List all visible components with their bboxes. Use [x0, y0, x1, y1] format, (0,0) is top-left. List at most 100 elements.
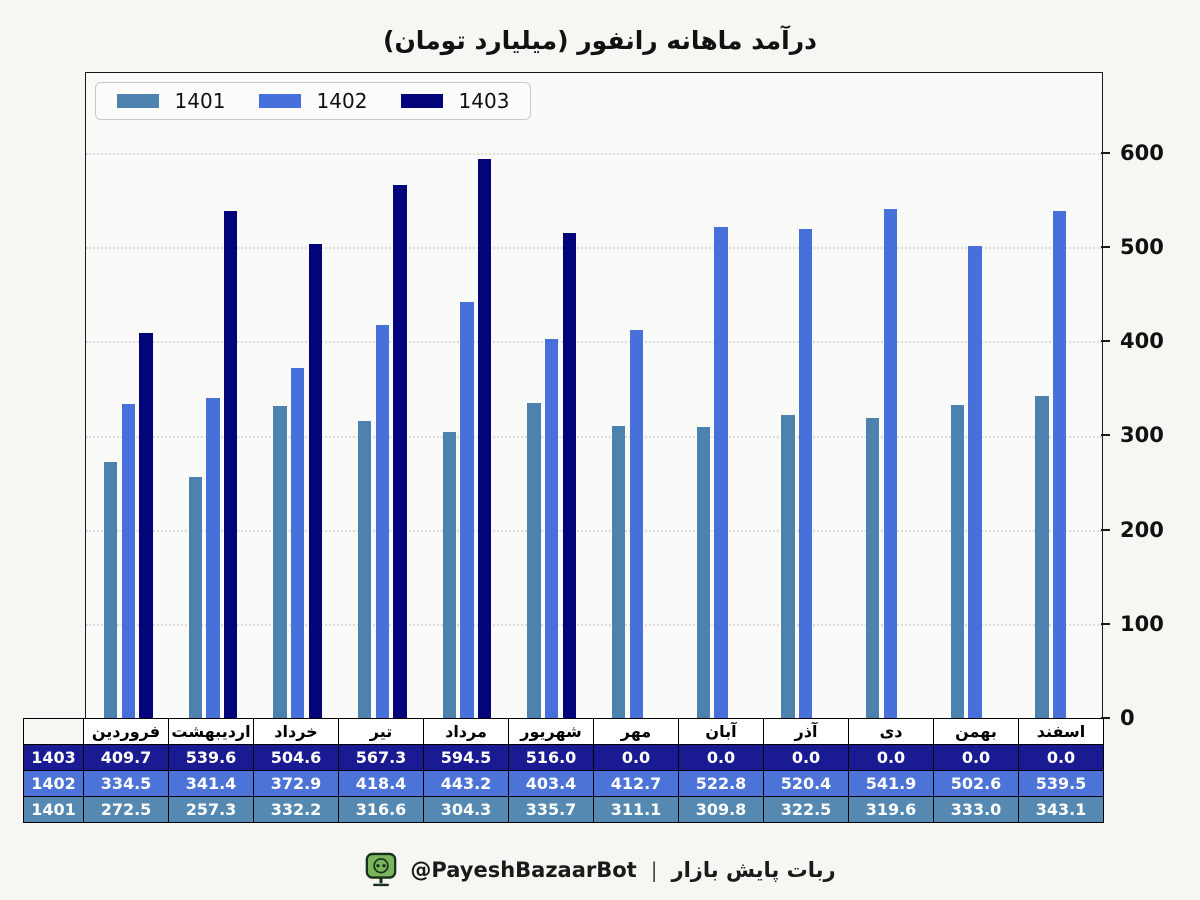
data-table: فروردین اردیبهشت خرداد تیر مرداد شهریور مهر آبا… — [23, 718, 1104, 823]
table-value-1403-خرداد: 504.6 — [253, 744, 339, 771]
table-month-header: اردیبهشت — [168, 718, 254, 745]
table-value-1402-تیر: 418.4 — [338, 770, 424, 797]
table-month-header: اسفند — [1018, 718, 1104, 745]
y-tick-label-200: 200 — [1120, 517, 1164, 542]
table-value-1401-آذر: 322.5 — [763, 796, 849, 823]
bar-1401-مرداد — [442, 432, 457, 719]
bar-1403-خرداد — [308, 243, 323, 719]
table-value-1402-آبان: 522.8 — [678, 770, 764, 797]
table-value-1401-آبان: 309.8 — [678, 796, 764, 823]
table-value-1401-اردیبهشت: 257.3 — [168, 796, 254, 823]
legend-label-1403: 1403 — [458, 89, 510, 113]
bar-1402-فروردین — [121, 404, 136, 719]
table-row-label-1402: 1402 — [23, 770, 84, 797]
legend-label-1401: 1401 — [174, 89, 226, 113]
table-value-1403-اسفند: 0.0 — [1018, 744, 1104, 771]
bar-1402-مرداد — [460, 301, 474, 719]
table-value-1401-مهر: 311.1 — [593, 796, 679, 823]
table-value-1402-دی: 541.9 — [848, 770, 934, 797]
table-month-header: تیر — [338, 718, 424, 745]
table-value-1403-دی: 0.0 — [848, 744, 934, 771]
bar-1402-آبان — [714, 226, 728, 719]
y-tick-mark-0 — [1101, 717, 1110, 719]
bar-1403-شهریور — [562, 233, 577, 719]
y-tick-mark-500 — [1101, 246, 1110, 249]
y-axis: 0 100 200 300 400 500 600 — [1101, 72, 1200, 730]
bar-1402-شهریور — [544, 339, 559, 719]
table-value-1403-تیر: 567.3 — [338, 744, 424, 771]
y-tick-label-500: 500 — [1120, 235, 1164, 260]
y-tick-label-600: 600 — [1120, 140, 1164, 165]
table-value-1401-شهریور: 335.7 — [508, 796, 594, 823]
table-value-1402-اردیبهشت: 341.4 — [168, 770, 254, 797]
table-row-label-1403: 1403 — [23, 744, 84, 771]
table-value-1401-دی: 319.6 — [848, 796, 934, 823]
bar-1402-دی — [883, 208, 898, 719]
table-month-header: بهمن — [933, 718, 1019, 745]
bar-1403-فروردین — [139, 333, 153, 719]
table-month-header: دی — [848, 718, 934, 745]
bot-monitor-icon — [366, 852, 397, 887]
table-value-1402-مرداد: 443.2 — [423, 770, 509, 797]
footer-handle: @PayeshBazaarBot — [410, 858, 637, 882]
bar-1402-اسفند — [1052, 210, 1067, 719]
bar-1401-دی — [865, 418, 880, 719]
y-tick-label-400: 400 — [1120, 329, 1164, 354]
table-value-1401-خرداد: 332.2 — [253, 796, 339, 823]
y-tick-mark-300 — [1101, 434, 1110, 437]
gridline-400 — [86, 341, 1102, 344]
table-value-1403-شهریور: 516.0 — [508, 744, 594, 771]
gridline-200 — [86, 529, 1102, 532]
table-value-1401-تیر: 316.6 — [338, 796, 424, 823]
bar-1401-شهریور — [527, 402, 541, 719]
table-month-header: مرداد — [423, 718, 509, 745]
gridline-300 — [86, 435, 1102, 438]
gridline-500 — [86, 247, 1102, 250]
bar-1402-آذر — [798, 228, 813, 719]
gridline-100 — [86, 623, 1102, 626]
bar-1402-مهر — [629, 330, 644, 719]
y-tick-label-100: 100 — [1120, 611, 1164, 636]
table-row-1401: 1401 272.5 257.3 332.2 316.6 304.3 335.7 311.1 3… — [23, 796, 1104, 823]
legend-item-1401: 1401 — [100, 89, 242, 113]
plot-area: 1401 1402 1403 — [85, 72, 1103, 720]
bar-1402-تیر — [375, 325, 390, 719]
table-value-1403-اردیبهشت: 539.6 — [168, 744, 254, 771]
table-value-1403-بهمن: 0.0 — [933, 744, 1019, 771]
footer: @PayeshBazaarBot | ربات پایش بازار — [0, 848, 1200, 892]
table-month-header: مهر — [593, 718, 679, 745]
table-value-1403-مرداد: 594.5 — [423, 744, 509, 771]
table-value-1403-آبان: 0.0 — [678, 744, 764, 771]
bar-1402-خرداد — [290, 367, 305, 719]
table-value-1402-خرداد: 372.9 — [253, 770, 339, 797]
bar-1401-فروردین — [103, 462, 118, 719]
table-value-1403-فروردین: 409.7 — [83, 744, 169, 771]
footer-separator: | — [650, 858, 658, 882]
table-value-1402-فروردین: 334.5 — [83, 770, 169, 797]
table-corner-cell — [23, 718, 84, 745]
legend-label-1402: 1402 — [316, 89, 368, 113]
table-month-header: آبان — [678, 718, 764, 745]
table-value-1403-مهر: 0.0 — [593, 744, 679, 771]
table-month-header: آذر — [763, 718, 849, 745]
bar-1401-مهر — [611, 426, 626, 719]
y-tick-mark-100 — [1101, 622, 1110, 625]
legend-swatch-1402 — [258, 94, 301, 108]
bar-1403-تیر — [393, 184, 407, 719]
table-month-header: شهریور — [508, 718, 594, 745]
legend-swatch-1401 — [116, 94, 159, 108]
bar-1403-مرداد — [477, 159, 492, 719]
bar-1401-آذر — [781, 415, 795, 719]
bar-1401-اردیبهشت — [188, 476, 203, 719]
table-value-1402-اسفند: 539.5 — [1018, 770, 1104, 797]
table-month-header: خرداد — [253, 718, 339, 745]
y-tick-label-300: 300 — [1120, 423, 1164, 448]
table-row-1403: 1403 409.7 539.6 504.6 567.3 594.5 516.0 0.0 0.0… — [23, 744, 1104, 771]
bar-1402-اردیبهشت — [206, 397, 220, 719]
chart-title: درآمد ماهانه رانفور (میلیارد تومان) — [383, 26, 817, 55]
table-value-1403-آذر: 0.0 — [763, 744, 849, 771]
bar-1401-آبان — [696, 427, 711, 719]
bar-1401-بهمن — [950, 405, 965, 719]
legend-swatch-1403 — [400, 94, 443, 108]
